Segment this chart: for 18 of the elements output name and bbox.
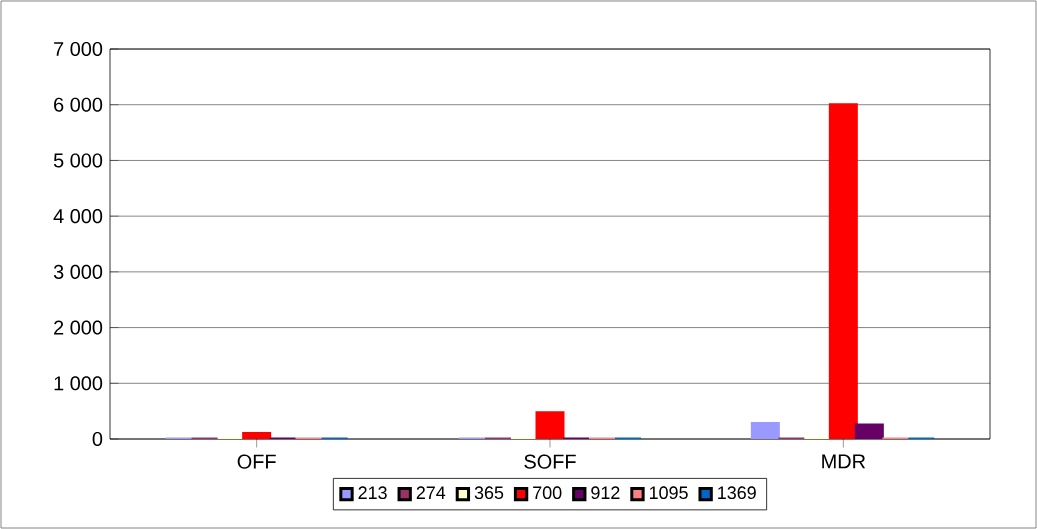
legend-label: 1095 bbox=[649, 486, 688, 500]
legend-label: 213 bbox=[358, 486, 387, 500]
legend-label: 274 bbox=[416, 486, 446, 499]
y-tick-label: 3 000 bbox=[53, 264, 103, 279]
y-tick-label: 7 000 bbox=[54, 41, 103, 57]
legend-label: 912 bbox=[591, 486, 620, 500]
y-tick-label: 5 000 bbox=[53, 153, 103, 168]
y-tick-label: 6 000 bbox=[54, 97, 103, 112]
y-tick-label: 1 000 bbox=[54, 376, 103, 391]
x-tick-label: MDR bbox=[822, 454, 866, 469]
legend-label: 700 bbox=[533, 486, 562, 500]
y-tick-label: 4 000 bbox=[53, 209, 103, 224]
legend-label: 365 bbox=[474, 486, 504, 500]
legend-label: 1369 bbox=[718, 486, 756, 500]
x-tick-label: SOFF bbox=[524, 454, 576, 469]
x-tick-label: OFF bbox=[237, 454, 276, 469]
y-tick-label: 2 000 bbox=[54, 320, 103, 335]
y-tick-label: 0 bbox=[92, 431, 103, 447]
